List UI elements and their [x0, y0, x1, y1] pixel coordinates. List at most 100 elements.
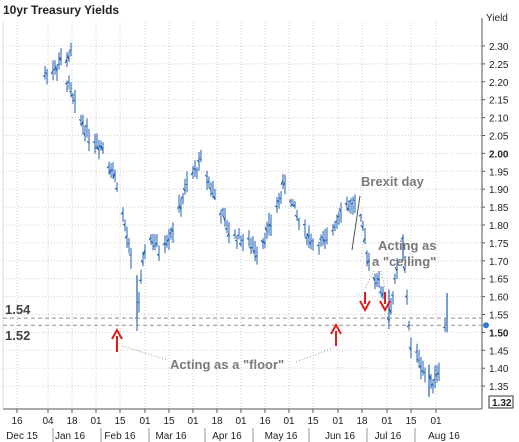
y-tick-label: 1.45	[489, 346, 509, 357]
price-bar-tick	[198, 157, 202, 161]
price-bar-tick	[346, 206, 350, 211]
x-tick-label: 01	[235, 416, 247, 427]
current-price-marker	[483, 322, 489, 329]
price-bar-tick	[374, 282, 378, 285]
price-bar-tick	[124, 234, 128, 239]
price-bar-tick	[168, 231, 172, 235]
price-bar-tick	[208, 187, 212, 191]
x-tick-label: 01	[283, 416, 295, 427]
floor-arrow-left-head	[111, 327, 123, 340]
price-bar-tick	[348, 200, 352, 203]
price-bar-tick	[416, 358, 420, 362]
y-tick-label: 2.30	[489, 42, 509, 53]
price-bar-tick	[98, 144, 102, 149]
y-tick-label: 1.95	[489, 167, 509, 178]
price-bar-tick	[220, 208, 224, 211]
price-bar-tick	[112, 172, 116, 179]
x-tick-label: 01	[139, 416, 151, 427]
price-bar-tick	[402, 265, 406, 272]
price-bar-tick	[390, 294, 394, 297]
floor-leader-right	[295, 347, 334, 363]
price-bar-tick	[92, 140, 96, 144]
price-bar-tick	[278, 197, 282, 200]
price-bar-tick	[82, 132, 86, 136]
month-label: Feb 16	[104, 431, 136, 442]
month-label: Dec 15	[6, 431, 38, 442]
y-tick-label: 2.15	[489, 96, 509, 107]
price-bar-tick	[218, 212, 222, 216]
price-bars	[42, 42, 448, 397]
month-label: Apr 16	[212, 431, 242, 442]
price-bar-tick	[100, 145, 104, 151]
price-bar-tick	[338, 208, 342, 213]
ceiling-arrow-right-head	[379, 300, 391, 313]
x-tick-label: 01	[187, 416, 199, 427]
price-bar-tick	[154, 242, 158, 246]
price-bar-tick	[206, 180, 210, 184]
price-bar-tick	[128, 253, 132, 256]
y-axis-label: Yield	[486, 13, 508, 24]
y-tick-label: 2.00	[489, 149, 509, 160]
price-bar-tick	[414, 350, 418, 353]
price-bar-tick	[274, 205, 278, 208]
x-tick-label: 16	[259, 416, 271, 427]
price-bar-tick	[248, 246, 252, 250]
price-bar-tick	[318, 238, 322, 241]
price-bar-tick	[106, 165, 110, 169]
price-bar-tick	[268, 223, 272, 228]
price-bar-tick	[190, 171, 194, 176]
price-bar-tick	[148, 236, 152, 241]
plot-border	[2, 18, 483, 410]
price-bar-tick	[264, 226, 268, 233]
price-bar-tick	[246, 237, 250, 241]
floor-leader-left	[121, 345, 169, 361]
price-bar-tick	[250, 246, 254, 249]
price-bar-tick	[260, 239, 264, 244]
price-bar-tick	[138, 279, 142, 282]
price-bar-tick	[180, 196, 184, 199]
price-bar-tick	[322, 238, 326, 243]
ceiling-leader-left	[364, 270, 375, 289]
x-tick-label: 01	[90, 416, 102, 427]
y-tick-label: 2.05	[489, 132, 509, 143]
y-tick-label: 1.90	[489, 185, 509, 196]
price-bar-tick	[304, 236, 308, 240]
price-bar-tick	[166, 238, 170, 243]
price-bar-tick	[436, 372, 440, 376]
price-bar-tick	[226, 232, 230, 238]
month-label: Aug 16	[428, 431, 460, 442]
reference-lines: 1.54 1.52 1.32	[3, 302, 514, 409]
y-tick-label: 1.50	[489, 328, 509, 339]
price-bar-tick	[142, 249, 146, 257]
price-bar-tick	[182, 187, 186, 192]
brexit-leader	[351, 195, 361, 251]
price-bar-tick	[290, 203, 294, 206]
y-tick-label: 2.25	[489, 60, 509, 71]
price-bar-tick	[350, 202, 354, 205]
y-tick-label: 1.55	[489, 311, 509, 322]
price-bar-tick	[84, 125, 88, 127]
month-label: May 16	[265, 431, 298, 442]
price-bar-tick	[120, 211, 124, 215]
price-bar-tick	[358, 213, 362, 217]
x-axis: 16 04 18 01 15 01 15 01 18 01 16 01 15 01 18 01 15 01 Dec …	[6, 409, 460, 442]
current-value-box	[488, 395, 514, 409]
price-bar-tick	[126, 242, 130, 245]
price-bar-tick	[430, 382, 434, 387]
current-value-label: 1.32	[492, 398, 512, 409]
x-tick-label: 18	[66, 416, 78, 427]
price-bar-tick	[292, 204, 296, 208]
price-bar-tick	[372, 276, 376, 283]
price-bar-tick	[156, 253, 160, 257]
price-bar-tick	[50, 70, 54, 75]
price-bar-tick	[66, 54, 70, 60]
price-bar-tick	[232, 233, 236, 237]
y-tick-label: 1.70	[489, 257, 509, 268]
y-tick-label: 1.60	[489, 293, 509, 304]
y-tick-label: 1.65	[489, 275, 509, 286]
x-tick-label: 18	[356, 416, 368, 427]
reference-line-label: 1.54	[5, 302, 31, 317]
annotation-floor: Acting as a "floor"	[170, 357, 284, 372]
